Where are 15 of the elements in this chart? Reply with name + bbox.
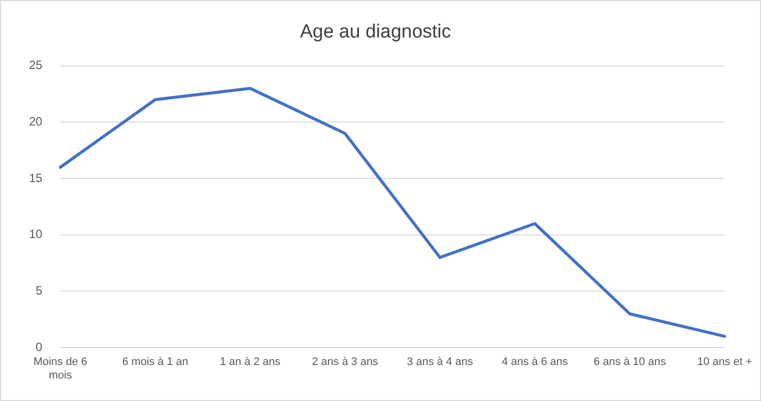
y-tick-label: 5 <box>36 284 43 298</box>
chart-title: Age au diagnostic <box>300 22 452 43</box>
y-tick-label: 10 <box>28 227 43 242</box>
y-tick-label: 25 <box>28 58 43 72</box>
x-tick-label: 2 ans à 3 ans <box>312 356 379 368</box>
y-tick-label: 15 <box>28 170 43 185</box>
x-tick-label: 3 ans à 4 ans <box>406 356 474 368</box>
x-tick-label: 1 an à 2 ans <box>220 356 281 368</box>
x-tick-label: 6 ans à 10 ans <box>594 356 666 368</box>
x-tick-label: 6 mois à 1 an <box>122 356 188 368</box>
y-tick-label: 0 <box>36 340 43 354</box>
x-tick-label: Moins de 6 mois <box>33 356 88 382</box>
x-tick-label: 4 ans à 6 ans <box>502 356 568 368</box>
x-tick-label: 10 ans et + <box>697 356 752 368</box>
y-tick-label: 20 <box>28 114 43 128</box>
